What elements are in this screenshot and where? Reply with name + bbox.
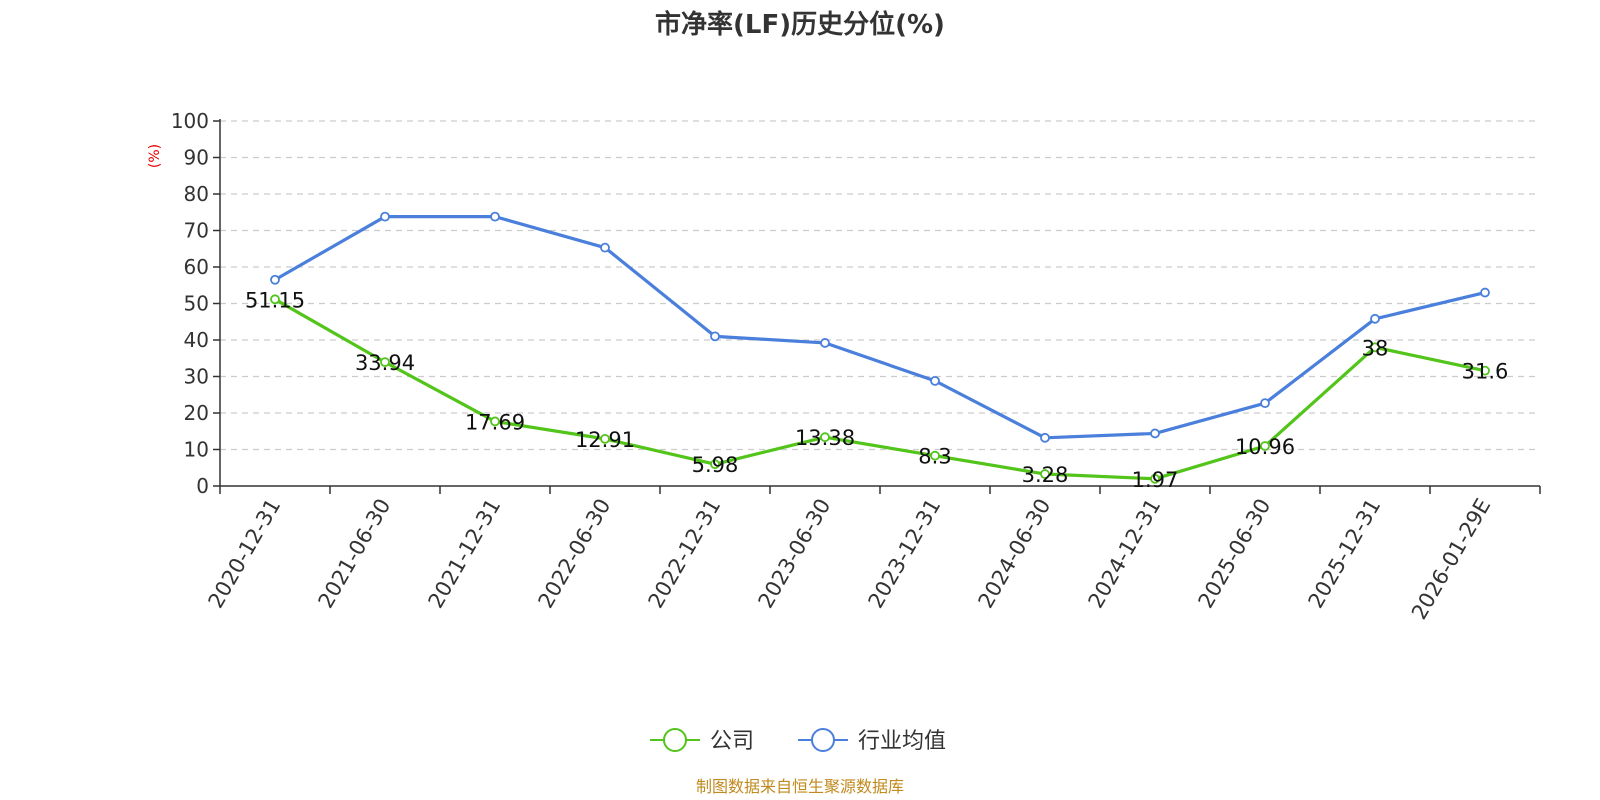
data-label: 38 bbox=[1362, 336, 1389, 360]
axes bbox=[213, 119, 1541, 494]
legend-item-0[interactable]: 公司 bbox=[650, 728, 754, 754]
data-label: 1.97 bbox=[1132, 468, 1179, 492]
data-point bbox=[1040, 469, 1050, 479]
data-point bbox=[600, 242, 610, 253]
data-point bbox=[710, 331, 720, 342]
x-tick-label: 2024-12-31 bbox=[1084, 495, 1166, 613]
y-tick-label: 0 bbox=[196, 474, 209, 498]
data-point bbox=[1040, 432, 1050, 443]
data-label: 3.28 bbox=[1022, 463, 1069, 487]
grid-lines bbox=[220, 120, 1540, 451]
x-tick-label: 2026-01-29E bbox=[1407, 495, 1495, 624]
y-tick-labels: 0 10 20 30 40 50 60 70 80 90 100 bbox=[171, 109, 209, 498]
legend[interactable]: 公司 行业均值 bbox=[650, 728, 946, 754]
y-tick-label: 90 bbox=[184, 146, 209, 170]
data-point bbox=[490, 416, 500, 427]
x-tick-label: 2021-12-31 bbox=[424, 495, 506, 613]
data-point bbox=[490, 211, 500, 222]
y-axis-unit-label: (%) bbox=[147, 144, 163, 168]
x-tick-label: 2023-06-30 bbox=[754, 495, 836, 613]
data-label: 10.96 bbox=[1235, 435, 1295, 459]
data-point bbox=[1370, 313, 1380, 324]
data-point bbox=[1480, 365, 1490, 376]
data-point bbox=[820, 432, 830, 443]
data-point bbox=[600, 433, 610, 444]
data-label: 13.38 bbox=[795, 426, 855, 450]
x-tick-label: 2022-12-31 bbox=[644, 495, 726, 613]
x-tick-label: 2021-06-30 bbox=[314, 495, 396, 613]
legend-label: 行业均值 bbox=[858, 729, 946, 754]
data-point bbox=[930, 375, 940, 386]
data-point bbox=[270, 274, 280, 285]
y-tick-label: 40 bbox=[184, 328, 209, 352]
legend-label: 公司 bbox=[710, 729, 754, 754]
data-label: 33.94 bbox=[355, 351, 415, 375]
data-point bbox=[930, 450, 940, 461]
legend-item-1[interactable]: 行业均值 bbox=[798, 728, 946, 754]
source-note: 制图数据来自恒生聚源数据库 bbox=[696, 777, 904, 796]
y-tick-label: 70 bbox=[184, 219, 209, 243]
series-line bbox=[274, 297, 1486, 481]
x-tick-labels: 2020-12-31 2021-06-30 2021-12-31 2022-06-30… bbox=[204, 495, 1496, 624]
y-tick-label: 10 bbox=[184, 438, 209, 462]
chart-title: 市净率(LF)历史分位(%) bbox=[655, 9, 945, 40]
series-0 bbox=[270, 294, 1490, 484]
data-label: 17.69 bbox=[465, 410, 525, 434]
legend-marker bbox=[811, 728, 835, 752]
data-point bbox=[1150, 473, 1160, 484]
data-point bbox=[380, 211, 390, 222]
y-tick-label: 100 bbox=[171, 109, 209, 133]
data-point bbox=[270, 294, 280, 305]
y-tick-label: 80 bbox=[184, 182, 209, 206]
data-point bbox=[820, 338, 830, 348]
x-tick-label: 2024-06-30 bbox=[974, 495, 1056, 613]
x-tick-label: 2022-06-30 bbox=[534, 495, 616, 613]
data-label: 5.98 bbox=[692, 453, 739, 477]
series-line bbox=[274, 215, 1486, 440]
y-tick-label: 30 bbox=[184, 365, 209, 389]
data-point bbox=[380, 357, 390, 368]
series-1 bbox=[270, 211, 1490, 443]
x-tick-label: 2023-12-31 bbox=[864, 495, 946, 613]
x-tick-label: 2025-06-30 bbox=[1194, 495, 1276, 613]
data-point bbox=[1260, 398, 1270, 409]
data-label: 51.15 bbox=[245, 288, 305, 312]
y-tick-label: 20 bbox=[184, 401, 209, 425]
y-tick-label: 60 bbox=[184, 255, 209, 279]
data-point bbox=[1370, 342, 1380, 353]
data-label: 31.6 bbox=[1462, 360, 1509, 384]
y-tick-label: 50 bbox=[184, 292, 209, 316]
data-label: 8.3 bbox=[918, 445, 951, 469]
x-tick-label: 2025-12-31 bbox=[1304, 495, 1386, 613]
data-point bbox=[1260, 441, 1270, 451]
data-point bbox=[710, 459, 720, 470]
series-layer bbox=[270, 211, 1490, 484]
data-point bbox=[1480, 287, 1490, 298]
data-label: 12.91 bbox=[575, 428, 635, 452]
x-tick-label: 2020-12-31 bbox=[204, 495, 286, 613]
data-point bbox=[1150, 428, 1160, 439]
data-labels: 51.15 33.94 17.69 12.91 5.98 13.38 8.3 3.28 1.97… bbox=[245, 288, 1508, 492]
legend-marker bbox=[663, 728, 687, 752]
